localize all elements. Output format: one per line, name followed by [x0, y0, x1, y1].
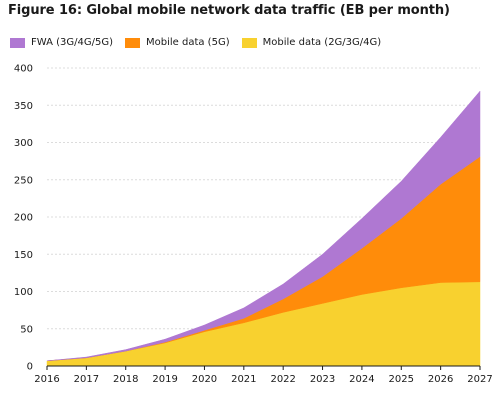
x-tick-label: 2016: [34, 374, 59, 385]
y-tick-label: 200: [14, 213, 33, 224]
legend-label-2g3g4g: Mobile data (2G/3G/4G): [262, 37, 382, 48]
y-tick-label: 100: [14, 287, 33, 298]
legend-item-5g: Mobile data (5G): [125, 37, 230, 48]
y-tick-label: 350: [14, 101, 33, 112]
y-tick-label: 0: [27, 362, 33, 373]
x-tick-label: 2019: [152, 374, 177, 385]
legend-swatch-fwa: [10, 37, 25, 48]
x-tick-label: 2017: [74, 374, 99, 385]
x-tick-label: 2021: [231, 374, 256, 385]
chart-legend: FWA (3G/4G/5G) Mobile data (5G) Mobile d…: [10, 37, 393, 48]
y-tick-label: 150: [14, 250, 33, 261]
y-tick-label: 50: [20, 324, 33, 335]
x-tick-label: 2020: [192, 374, 217, 385]
chart-title: Figure 16: Global mobile network data tr…: [8, 3, 450, 18]
x-tick-label: 2024: [349, 374, 374, 385]
axes: 0 50 100 150 200 250 300 350 400 2016 2017 2018 2019…: [14, 64, 493, 386]
x-tick-label: 2022: [270, 374, 295, 385]
y-tick-label: 250: [14, 175, 33, 186]
y-tick-label: 400: [14, 64, 33, 75]
legend-swatch-2g3g4g: [241, 37, 257, 48]
legend-label-5g: Mobile data (5G): [146, 37, 230, 48]
series-area-2: [46, 90, 481, 362]
legend-item-2g3g4g: Mobile data (2G/3G/4G): [241, 37, 382, 48]
x-tick-label: 2027: [467, 374, 492, 385]
x-tick-label: 2018: [113, 374, 138, 385]
y-tick-label: 300: [14, 138, 33, 149]
legend-item-fwa: FWA (3G/4G/5G): [10, 37, 113, 48]
legend-label-fwa: FWA (3G/4G/5G): [31, 37, 113, 48]
x-tick-label: 2026: [428, 374, 453, 385]
legend-swatch-5g: [125, 37, 140, 48]
series-areas: [46, 90, 481, 367]
x-tick-label: 2023: [310, 374, 335, 385]
x-tick-label: 2025: [389, 374, 414, 385]
